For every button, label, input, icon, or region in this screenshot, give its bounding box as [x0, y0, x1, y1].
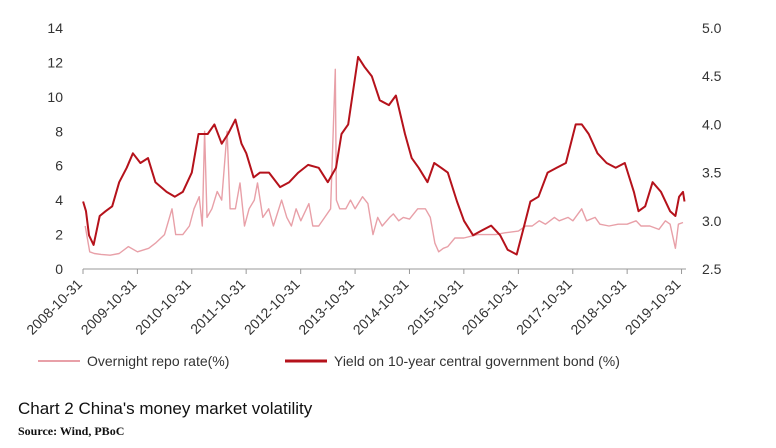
x-axis-ticks: 2008-10-312009-10-312010-10-312011-10-31… [23, 269, 684, 338]
series-layer [82, 55, 686, 256]
x-tick-label: 2016-10-31 [459, 276, 521, 338]
x-tick-label: 2011-10-31 [187, 276, 248, 337]
x-tick-label: 2012-10-31 [241, 276, 303, 338]
series-line-bond-yield [82, 55, 686, 256]
x-tick-label: 2010-10-31 [132, 276, 194, 338]
chart-svg: 2008-10-312009-10-312010-10-312011-10-31… [23, 20, 722, 369]
right-y-tick-label: 4.5 [702, 68, 722, 84]
left-y-tick-label: 8 [55, 123, 63, 139]
x-tick-label: 2009-10-31 [78, 276, 140, 338]
x-tick-label: 2014-10-31 [350, 276, 412, 338]
right-y-tick-label: 4.0 [702, 116, 722, 132]
x-tick-label: 2017-10-31 [513, 276, 575, 338]
right-y-tick-label: 3.0 [702, 213, 722, 229]
x-tick-label: 2018-10-31 [567, 276, 629, 338]
legend-label-overnight-repo: Overnight repo rate(%) [87, 353, 229, 369]
left-y-axis-ticks: 0 2 4 6 8 10 12 14 [47, 20, 63, 277]
x-tick-label: 2015-10-31 [404, 276, 466, 338]
left-y-tick-label: 2 [55, 227, 63, 243]
series-line-overnight-repo [84, 68, 684, 256]
right-y-tick-label: 5.0 [702, 20, 722, 36]
left-y-tick-label: 12 [47, 54, 63, 70]
right-y-tick-label: 3.5 [702, 165, 722, 181]
right-y-axis-ticks: 2.5 3.0 3.5 4.0 4.5 5.0 [702, 20, 722, 277]
legend-label-bond-yield: Yield on 10-year central government bond… [334, 353, 620, 369]
left-y-tick-label: 0 [55, 261, 63, 277]
left-y-tick-label: 6 [55, 158, 63, 174]
x-tick-label: 2008-10-31 [23, 276, 85, 338]
x-tick-label: 2013-10-31 [295, 276, 357, 338]
chart-title: Chart 2 China's money market volatility [18, 399, 313, 418]
left-y-tick-label: 10 [47, 89, 63, 105]
chart-source: Source: Wind, PBoC [18, 424, 125, 438]
x-tick-label: 2019-10-31 [622, 276, 684, 338]
legend: Overnight repo rate(%) Yield on 10-year … [38, 353, 620, 369]
right-y-tick-label: 2.5 [702, 261, 722, 277]
left-y-tick-label: 14 [47, 20, 63, 36]
left-y-tick-label: 4 [55, 192, 63, 208]
